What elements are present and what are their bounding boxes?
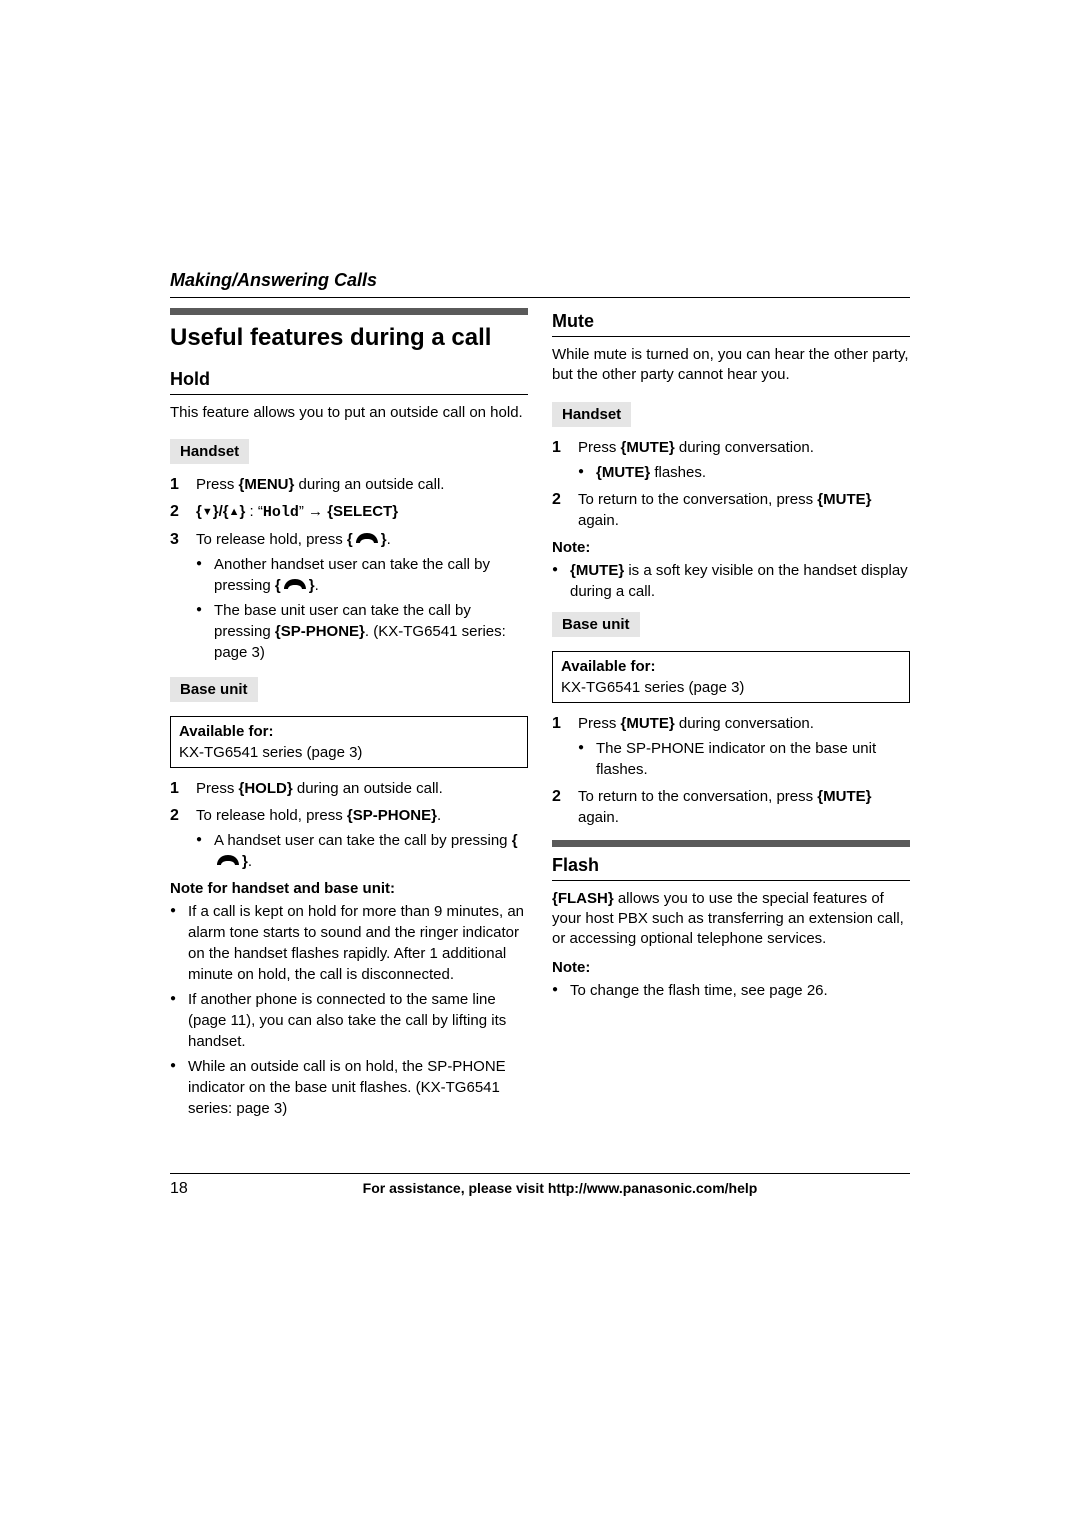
two-column-layout: Useful features during a call Hold This … [170, 308, 910, 1123]
talk-icon [214, 852, 242, 870]
page-title: Useful features during a call [170, 323, 528, 353]
flash-intro: {FLASH} allows you to use the special fe… [552, 889, 910, 950]
available-for-body: KX-TG6541 series (page 3) [561, 677, 901, 698]
mute-handset-steps: Press {MUTE} during conversation. {MUTE}… [552, 437, 910, 531]
section-header: Making/Answering Calls [170, 270, 910, 291]
page-number: 18 [170, 1180, 210, 1198]
base-unit-label: Base unit [170, 677, 258, 702]
available-for-box: Available for: KX-TG6541 series (page 3) [170, 716, 528, 768]
footer-row: 18 For assistance, please visit http://w… [170, 1180, 910, 1198]
flash-heading: Flash [552, 855, 910, 876]
step-1: Press {HOLD} during an outside call. [170, 778, 528, 799]
step-3: To release hold, press {}. Another hands… [170, 529, 528, 663]
note-heading: Note for handset and base unit: [170, 880, 528, 897]
manual-page: Making/Answering Calls Useful features d… [0, 0, 1080, 1528]
step-1: Press {MENU} during an outside call. [170, 474, 528, 495]
down-arrow-icon: ▼ [202, 506, 213, 518]
flash-underline [552, 880, 910, 881]
note-heading: Note: [552, 539, 910, 556]
available-for-header: Available for: [561, 656, 901, 677]
handset-label: Handset [170, 439, 249, 464]
note-item: While an outside call is on hold, the SP… [170, 1056, 528, 1119]
step-1: Press {MUTE} during conversation. The SP… [552, 713, 910, 780]
note-item: To change the flash time, see page 26. [552, 980, 910, 1001]
available-for-box: Available for: KX-TG6541 series (page 3) [552, 651, 910, 703]
hold-underline [170, 394, 528, 395]
step-1-bullets: {MUTE} flashes. [578, 462, 910, 483]
note-item: If a call is kept on hold for more than … [170, 901, 528, 985]
step-2: {▼}/{▲} : “Hold” → {SELECT} [170, 501, 528, 523]
hold-heading: Hold [170, 369, 528, 390]
step-3-bullets: Another handset user can take the call b… [196, 554, 528, 663]
talk-icon [281, 576, 309, 594]
available-for-body: KX-TG6541 series (page 3) [179, 742, 519, 763]
hold-intro: This feature allows you to put an outsid… [170, 403, 528, 423]
note-heading: Note: [552, 959, 910, 976]
talk-icon [353, 530, 381, 548]
handset-label: Handset [552, 402, 631, 427]
footer-text: For assistance, please visit http://www.… [210, 1180, 910, 1198]
up-arrow-icon: ▲ [229, 506, 240, 518]
step-2: To return to the conversation, press {MU… [552, 489, 910, 531]
mute-note: {MUTE} is a soft key visible on the hand… [552, 560, 910, 602]
note-item: If another phone is connected to the sam… [170, 989, 528, 1052]
mute-intro: While mute is turned on, you can hear th… [552, 345, 910, 386]
title-bar [170, 308, 528, 315]
step-2: To release hold, press {SP-PHONE}. A han… [170, 805, 528, 872]
base-unit-label: Base unit [552, 612, 640, 637]
step-2-bullets: A handset user can take the call by pres… [196, 830, 528, 872]
mute-base-steps: Press {MUTE} during conversation. The SP… [552, 713, 910, 828]
bullet: The SP-PHONE indicator on the base unit … [578, 738, 910, 780]
title-bar [552, 840, 910, 847]
page-footer: 18 For assistance, please visit http://w… [170, 1173, 910, 1198]
header-rule [170, 297, 910, 298]
note-item: {MUTE} is a soft key visible on the hand… [552, 560, 910, 602]
mute-underline [552, 336, 910, 337]
bullet: Another handset user can take the call b… [196, 554, 528, 596]
bullet: {MUTE} flashes. [578, 462, 910, 483]
bullet: A handset user can take the call by pres… [196, 830, 528, 872]
step-1-bullets: The SP-PHONE indicator on the base unit … [578, 738, 910, 780]
mute-heading: Mute [552, 311, 910, 332]
footer-rule [170, 1173, 910, 1174]
section-header-block: Making/Answering Calls [170, 270, 910, 298]
hold-base-steps: Press {HOLD} during an outside call. To … [170, 778, 528, 872]
hold-handset-steps: Press {MENU} during an outside call. {▼}… [170, 474, 528, 663]
available-for-header: Available for: [179, 721, 519, 742]
flash-note: To change the flash time, see page 26. [552, 980, 910, 1001]
hold-notes: If a call is kept on hold for more than … [170, 901, 528, 1119]
right-column: Mute While mute is turned on, you can he… [552, 308, 910, 1123]
step-2: To return to the conversation, press {MU… [552, 786, 910, 828]
left-column: Useful features during a call Hold This … [170, 308, 528, 1123]
step-1: Press {MUTE} during conversation. {MUTE}… [552, 437, 910, 483]
bullet: The base unit user can take the call by … [196, 600, 528, 663]
